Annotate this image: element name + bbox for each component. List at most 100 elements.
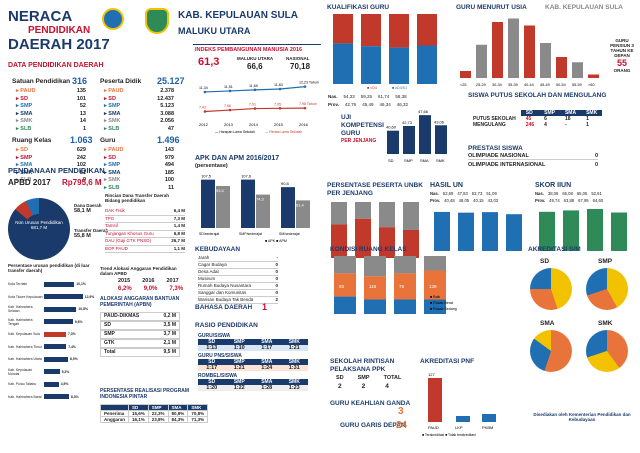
peserta-rows: ▸ PAUD 2.378 ▸ SD 12.437 ▸ SMP 5.123 ▸ SMA 3.08…	[104, 88, 174, 133]
row-value: 1	[82, 125, 86, 132]
usia-bar	[460, 71, 471, 78]
rasio-head-cell: SMK	[288, 359, 300, 365]
row-label: ▸ SMK	[104, 177, 121, 183]
putus-row: PUTUS SEKOLAH 45 6 18 1	[468, 116, 602, 122]
urusan-bar	[44, 319, 73, 325]
apm-value: 74,3	[256, 197, 265, 202]
uk-value: 47,66	[418, 110, 429, 114]
usia-bar	[540, 43, 551, 78]
peserta-label: Peserta Didik	[100, 78, 142, 85]
rasio-value: 1:22	[233, 385, 245, 391]
row-label: ▸ SMP	[16, 103, 33, 109]
putus-table: SD SMP SMA SMK PUTUS SEKOLAH 45 6 18 1 MENGULANG 2…	[468, 110, 603, 128]
uk-bar	[419, 115, 431, 154]
garis-title: GURU GARIS DEPAN	[340, 422, 406, 429]
keb-row: Sanggar dan Komunitas 0	[198, 290, 278, 297]
row-value: 135	[76, 88, 86, 94]
pip-cell: 71,3%	[187, 416, 209, 423]
row-value: 185	[164, 169, 174, 176]
data-row: ▸ SMP 242	[16, 155, 86, 163]
pip-grid: SD SMP SMA SMK Penerima 15,6% 22,3% 80,9% 70,8% A…	[99, 404, 209, 423]
kondisi-value: 79	[399, 284, 405, 289]
data-pendidikan-title: DATA PENDIDIKAN DAERAH	[8, 62, 104, 69]
rasio-value: 1:28	[261, 385, 273, 391]
unbk-bar-yes	[379, 227, 395, 258]
ipm-year: 2015	[274, 122, 284, 127]
urusan-row: Kab. Halmahera Selatan 10,8%	[8, 303, 98, 316]
urusan-bar	[44, 281, 75, 287]
rincian-row: BOP PAUD 1,1 M	[105, 246, 185, 253]
apk-label: SD/sederajat	[199, 232, 219, 236]
row-label: ▸ SLB	[16, 125, 32, 132]
urusan-bar	[44, 294, 83, 300]
row-value: 3.088	[160, 110, 174, 117]
un-bar	[539, 211, 555, 251]
row-value: 12.437	[157, 95, 174, 102]
urusan-row: Kab. Halmahera Timur 7,4%	[8, 341, 98, 354]
data-row: ▸ SMA 13	[16, 111, 86, 119]
pip-table: SD SMP SMA SMK Penerima 15,6% 22,3% 80,9% 70,8% A…	[99, 404, 209, 423]
garis-value: 24	[396, 420, 408, 431]
urusan-bar	[44, 344, 67, 350]
uk-label: SMP	[404, 158, 413, 163]
rincian-row: DAK Fisik 6,4 M	[105, 208, 185, 216]
apk-value: 107,5	[201, 174, 212, 179]
region-logo-icon	[145, 8, 169, 34]
guru-label: Guru	[100, 137, 116, 144]
alokasi-row: PAUD-DIKMAS 0,2 M	[100, 312, 180, 321]
urusan-label: Kab. Halmahera Utara	[8, 357, 42, 362]
hasil-un-prov: Prov. 40,48 48,05 40,15 43,03	[430, 198, 499, 203]
rincian-row: TPG 7,3 M	[105, 216, 185, 223]
rasio-value: 1:10	[233, 345, 245, 351]
urusan-row: Kab. Halmahera Utara 8,0%	[8, 353, 98, 366]
keb-label: Museum	[198, 276, 216, 281]
skor-title: SKOR IIUN	[535, 182, 572, 189]
apk-chart: 107,5 93,4 SD/sederajat 107,6 74,3 SMP/sedera…	[199, 174, 310, 243]
data-row: ▸ SMK 81	[16, 170, 86, 178]
ipm-top-label: 12,23 Tahun	[299, 81, 319, 85]
apk-title: APK DAN APM 2016/2017	[195, 155, 280, 162]
ipm-top-point	[303, 85, 307, 88]
usia-age: 35-39	[508, 83, 518, 87]
kual-legend-1: ■ <D4	[367, 86, 377, 90]
putus-cell: 246	[525, 122, 535, 128]
un-bar	[611, 212, 627, 251]
keb-value: 0	[275, 290, 278, 295]
kualifikasi-title: KUALIFIKASI GURU	[327, 4, 390, 11]
row-label: ▸ SMK	[16, 118, 33, 124]
pip-cell: Anggaran	[99, 416, 130, 423]
ipm-bot-point	[203, 110, 207, 113]
rasio-value: 1:20	[206, 385, 218, 391]
rasio-head-cell: SMP	[233, 359, 245, 365]
rasio-value: 1:17	[261, 345, 273, 351]
kondisi-legend: ■ Rusak Berat	[430, 301, 453, 305]
data-row: ▸ SLB 11	[104, 185, 174, 193]
rasio-values: 1:17 1:21 1:24 1:31	[198, 365, 308, 371]
rincian-value: 6,4 M	[173, 208, 185, 213]
title-line1: NERACA	[8, 8, 73, 25]
alokasi-title: ALOKASI ANGGARAN BANTUAN PEMERINTAH (APB…	[100, 296, 180, 308]
rasio-head-cell: SMA	[261, 379, 273, 385]
row-label: ▸ SLB	[104, 184, 120, 191]
urusan-value: 8,3%	[70, 394, 79, 399]
satuan-total: 316	[72, 76, 88, 86]
apk-value: 90,8	[281, 181, 290, 186]
akred-smp-pie	[586, 268, 628, 310]
usia-bar	[508, 18, 519, 78]
akred-sd-pie	[530, 268, 572, 310]
apbd-value: Rp795,6 M	[62, 178, 102, 187]
ipm-year: 2012	[199, 122, 209, 127]
kondisi-bar	[364, 256, 386, 277]
un-bar	[458, 212, 474, 251]
row-value: 2.056	[160, 118, 174, 124]
kondisi-value: 93	[339, 284, 345, 289]
pip-cell: 23,8%	[147, 416, 169, 423]
urusan-label: Kab. Pulau Taliabu	[8, 382, 37, 387]
alokasi-label: PAUD-DIKMAS	[104, 313, 140, 319]
uk-title: UJI KOMPETENSI GURU	[341, 114, 384, 137]
keb-label: Sanggar dan Komunitas	[198, 290, 247, 295]
putus-cell: SD	[520, 110, 540, 116]
alokasi-row: SMP 3,7 M	[100, 330, 180, 339]
pnf-title: AKREDITASI PNF	[420, 358, 475, 365]
row-value: 2.378	[160, 88, 174, 94]
